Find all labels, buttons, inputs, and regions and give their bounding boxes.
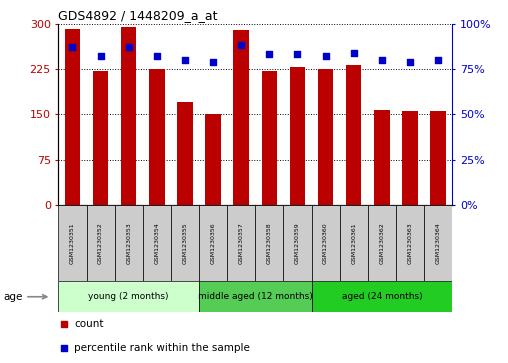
Bar — [430, 111, 446, 205]
Point — [209, 59, 217, 65]
Bar — [374, 110, 390, 205]
Text: GSM1230357: GSM1230357 — [239, 222, 244, 264]
Bar — [171, 205, 199, 281]
Bar — [255, 205, 283, 281]
Bar — [311, 205, 340, 281]
Bar — [58, 205, 86, 281]
Point — [153, 53, 161, 59]
Bar — [340, 205, 368, 281]
Bar — [205, 114, 221, 205]
Text: GSM1230356: GSM1230356 — [211, 223, 215, 264]
Bar — [283, 205, 311, 281]
Point — [237, 42, 245, 48]
Point — [124, 44, 133, 50]
Text: GSM1230355: GSM1230355 — [182, 223, 187, 264]
Bar — [149, 69, 165, 205]
Bar — [368, 205, 396, 281]
Point — [181, 57, 189, 63]
Bar — [58, 281, 199, 312]
Bar — [290, 67, 305, 205]
Text: aged (24 months): aged (24 months) — [341, 292, 422, 301]
Bar — [199, 281, 311, 312]
Text: GSM1230364: GSM1230364 — [435, 222, 440, 264]
Bar — [311, 281, 452, 312]
Point — [406, 59, 414, 65]
Bar — [234, 30, 249, 205]
Text: middle aged (12 months): middle aged (12 months) — [198, 292, 312, 301]
Point — [60, 321, 69, 327]
Bar — [262, 71, 277, 205]
Point — [60, 345, 69, 351]
Text: GSM1230360: GSM1230360 — [323, 223, 328, 264]
Text: GSM1230351: GSM1230351 — [70, 223, 75, 264]
Text: young (2 months): young (2 months) — [88, 292, 169, 301]
Point — [97, 53, 105, 59]
Point — [69, 44, 77, 50]
Bar — [402, 111, 418, 205]
Bar — [346, 65, 361, 205]
Text: GSM1230358: GSM1230358 — [267, 223, 272, 264]
Bar — [396, 205, 424, 281]
Text: GSM1230352: GSM1230352 — [98, 222, 103, 264]
Bar — [93, 71, 108, 205]
Bar — [227, 205, 255, 281]
Text: GSM1230363: GSM1230363 — [407, 222, 412, 264]
Bar — [121, 26, 137, 205]
Point — [294, 52, 302, 57]
Point — [350, 50, 358, 56]
Text: GSM1230353: GSM1230353 — [126, 222, 131, 264]
Text: count: count — [74, 319, 104, 329]
Bar — [86, 205, 115, 281]
Bar — [199, 205, 227, 281]
Bar — [424, 205, 452, 281]
Point — [322, 53, 330, 59]
Text: GSM1230362: GSM1230362 — [379, 222, 385, 264]
Text: percentile rank within the sample: percentile rank within the sample — [74, 343, 250, 352]
Bar — [177, 102, 193, 205]
Bar — [115, 205, 143, 281]
Text: GSM1230359: GSM1230359 — [295, 222, 300, 264]
Bar — [318, 69, 333, 205]
Bar — [143, 205, 171, 281]
Text: GDS4892 / 1448209_a_at: GDS4892 / 1448209_a_at — [58, 9, 218, 23]
Text: GSM1230354: GSM1230354 — [154, 222, 160, 264]
Point — [265, 52, 273, 57]
Point — [378, 57, 386, 63]
Text: GSM1230361: GSM1230361 — [351, 223, 356, 264]
Bar — [65, 29, 80, 205]
Point — [434, 57, 442, 63]
Text: age: age — [3, 292, 47, 302]
